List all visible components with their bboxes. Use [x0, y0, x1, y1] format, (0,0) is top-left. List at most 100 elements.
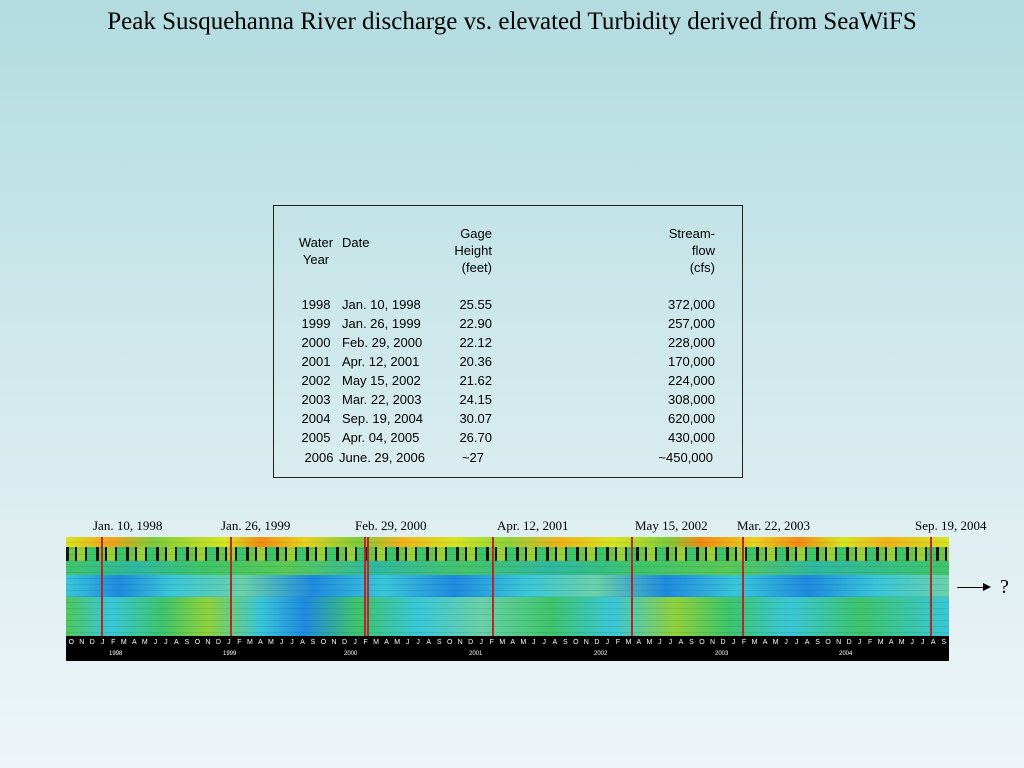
- month-label: A: [888, 639, 894, 646]
- band-mixed-data: [66, 547, 949, 561]
- cell-gage: 30.07: [459, 411, 492, 426]
- month-label: D: [215, 639, 221, 646]
- month-label: J: [920, 639, 925, 646]
- month-label: M: [268, 639, 274, 646]
- table-row: 2002 May 15, 2002 21.62 224,000: [274, 371, 744, 390]
- cell-flow: 620,000: [668, 411, 715, 426]
- month-label: A: [678, 639, 684, 646]
- cell-flow: 372,000: [668, 297, 715, 312]
- year-label: 2003: [715, 651, 729, 657]
- page-title: Peak Susquehanna River discharge vs. ele…: [107, 8, 917, 35]
- month-label: A: [131, 639, 137, 646]
- month-label: J: [668, 639, 673, 646]
- band-mid-turbidity: [66, 561, 949, 575]
- month-label: A: [804, 639, 810, 646]
- band-nearshore: [66, 597, 949, 636]
- band-high-turbidity: [66, 537, 949, 547]
- month-label: J: [542, 639, 547, 646]
- month-label: J: [784, 639, 788, 646]
- event-marker-line: [230, 537, 232, 636]
- cell-year: 2001: [301, 354, 331, 369]
- cell-year: 2005: [301, 430, 331, 445]
- cell-gage: 21.62: [459, 373, 492, 388]
- month-label: M: [751, 639, 758, 646]
- cell-date: June. 29, 2006: [339, 450, 426, 465]
- arrow-right-icon: [983, 583, 991, 591]
- month-label: O: [825, 639, 831, 646]
- month-label: J: [279, 639, 284, 646]
- month-label: M: [247, 639, 253, 646]
- month-label: J: [658, 639, 662, 646]
- month-label: M: [394, 639, 401, 646]
- cell-date: Feb. 29, 2000: [342, 335, 423, 350]
- cell-gage: 26.70: [459, 430, 492, 445]
- cell-flow: ~450,000: [658, 450, 713, 465]
- cell-year: 2004: [301, 411, 331, 426]
- month-label: F: [111, 639, 116, 646]
- month-label: N: [836, 639, 842, 646]
- event-label: Mar. 22, 2003: [737, 518, 810, 533]
- cell-gage: 22.90: [459, 316, 492, 331]
- cell-year: 1999: [301, 316, 331, 331]
- cell-date: May 15, 2002: [342, 373, 421, 388]
- cell-date: Apr. 12, 2001: [342, 354, 420, 369]
- turbidity-heatmap: [66, 537, 949, 636]
- cell-year: 2003: [301, 392, 331, 407]
- month-label: D: [846, 639, 852, 646]
- month-label: A: [510, 639, 516, 646]
- month-label: J: [405, 639, 410, 646]
- cell-flow: 228,000: [668, 335, 715, 350]
- cell-gage: 22.12: [459, 335, 492, 350]
- month-label: N: [331, 639, 337, 646]
- cell-gage: 24.15: [459, 392, 492, 407]
- month-label: M: [141, 639, 148, 646]
- table-row: 2001 Apr. 12, 2001 20.36 170,000: [274, 352, 744, 371]
- month-label: M: [646, 639, 653, 646]
- month-label: J: [857, 639, 862, 646]
- month-label: J: [731, 639, 736, 646]
- month-label: O: [68, 639, 74, 646]
- month-label: A: [300, 639, 305, 646]
- month-label: N: [79, 639, 85, 646]
- month-label: F: [868, 639, 873, 646]
- header-date: Date: [342, 235, 370, 250]
- event-label: Feb. 29, 2000: [355, 518, 427, 533]
- event-label: Jan. 10, 1998: [93, 518, 163, 533]
- month-label: N: [583, 639, 589, 646]
- table-row: 1998 Jan. 10, 1998 25.55 372,000: [274, 295, 744, 314]
- month-label: A: [426, 639, 431, 646]
- table-row: 2005 Apr. 04, 2005 26.70 430,000: [274, 428, 744, 447]
- month-label: N: [457, 639, 463, 646]
- month-label: J: [605, 639, 610, 646]
- header-gage-height: Gage Height (feet): [454, 226, 492, 275]
- cell-date: Jan. 10, 1998: [342, 297, 421, 312]
- month-label: A: [258, 639, 263, 646]
- cell-flow: 224,000: [668, 373, 715, 388]
- month-label: D: [468, 639, 474, 646]
- cell-date: Sep. 19, 2004: [342, 411, 423, 426]
- cell-year: 2006: [304, 450, 334, 465]
- month-label: J: [153, 639, 158, 646]
- month-label: M: [877, 639, 884, 646]
- cell-flow: 170,000: [668, 354, 715, 369]
- month-label: J: [416, 639, 420, 646]
- heatmap-texture: [66, 537, 949, 636]
- year-label: 2002: [594, 651, 608, 657]
- month-label: F: [741, 639, 747, 646]
- month-label: O: [699, 639, 705, 646]
- month-label: S: [310, 639, 316, 646]
- month-label: F: [363, 639, 368, 646]
- month-label: J: [101, 639, 105, 646]
- month-label: J: [227, 639, 231, 646]
- event-marker-line: [492, 537, 494, 636]
- cell-date: Mar. 22, 2003: [342, 392, 422, 407]
- month-label: M: [625, 639, 632, 646]
- month-label: J: [479, 639, 483, 646]
- cell-date: Jan. 26, 1999: [342, 316, 421, 331]
- table-row: 1999 Jan. 26, 1999 22.90 257,000: [274, 314, 744, 333]
- event-marker-line: [101, 537, 103, 636]
- cell-year: 2002: [301, 373, 331, 388]
- event-marker-line: [364, 537, 366, 636]
- event-marker-line: [742, 537, 744, 636]
